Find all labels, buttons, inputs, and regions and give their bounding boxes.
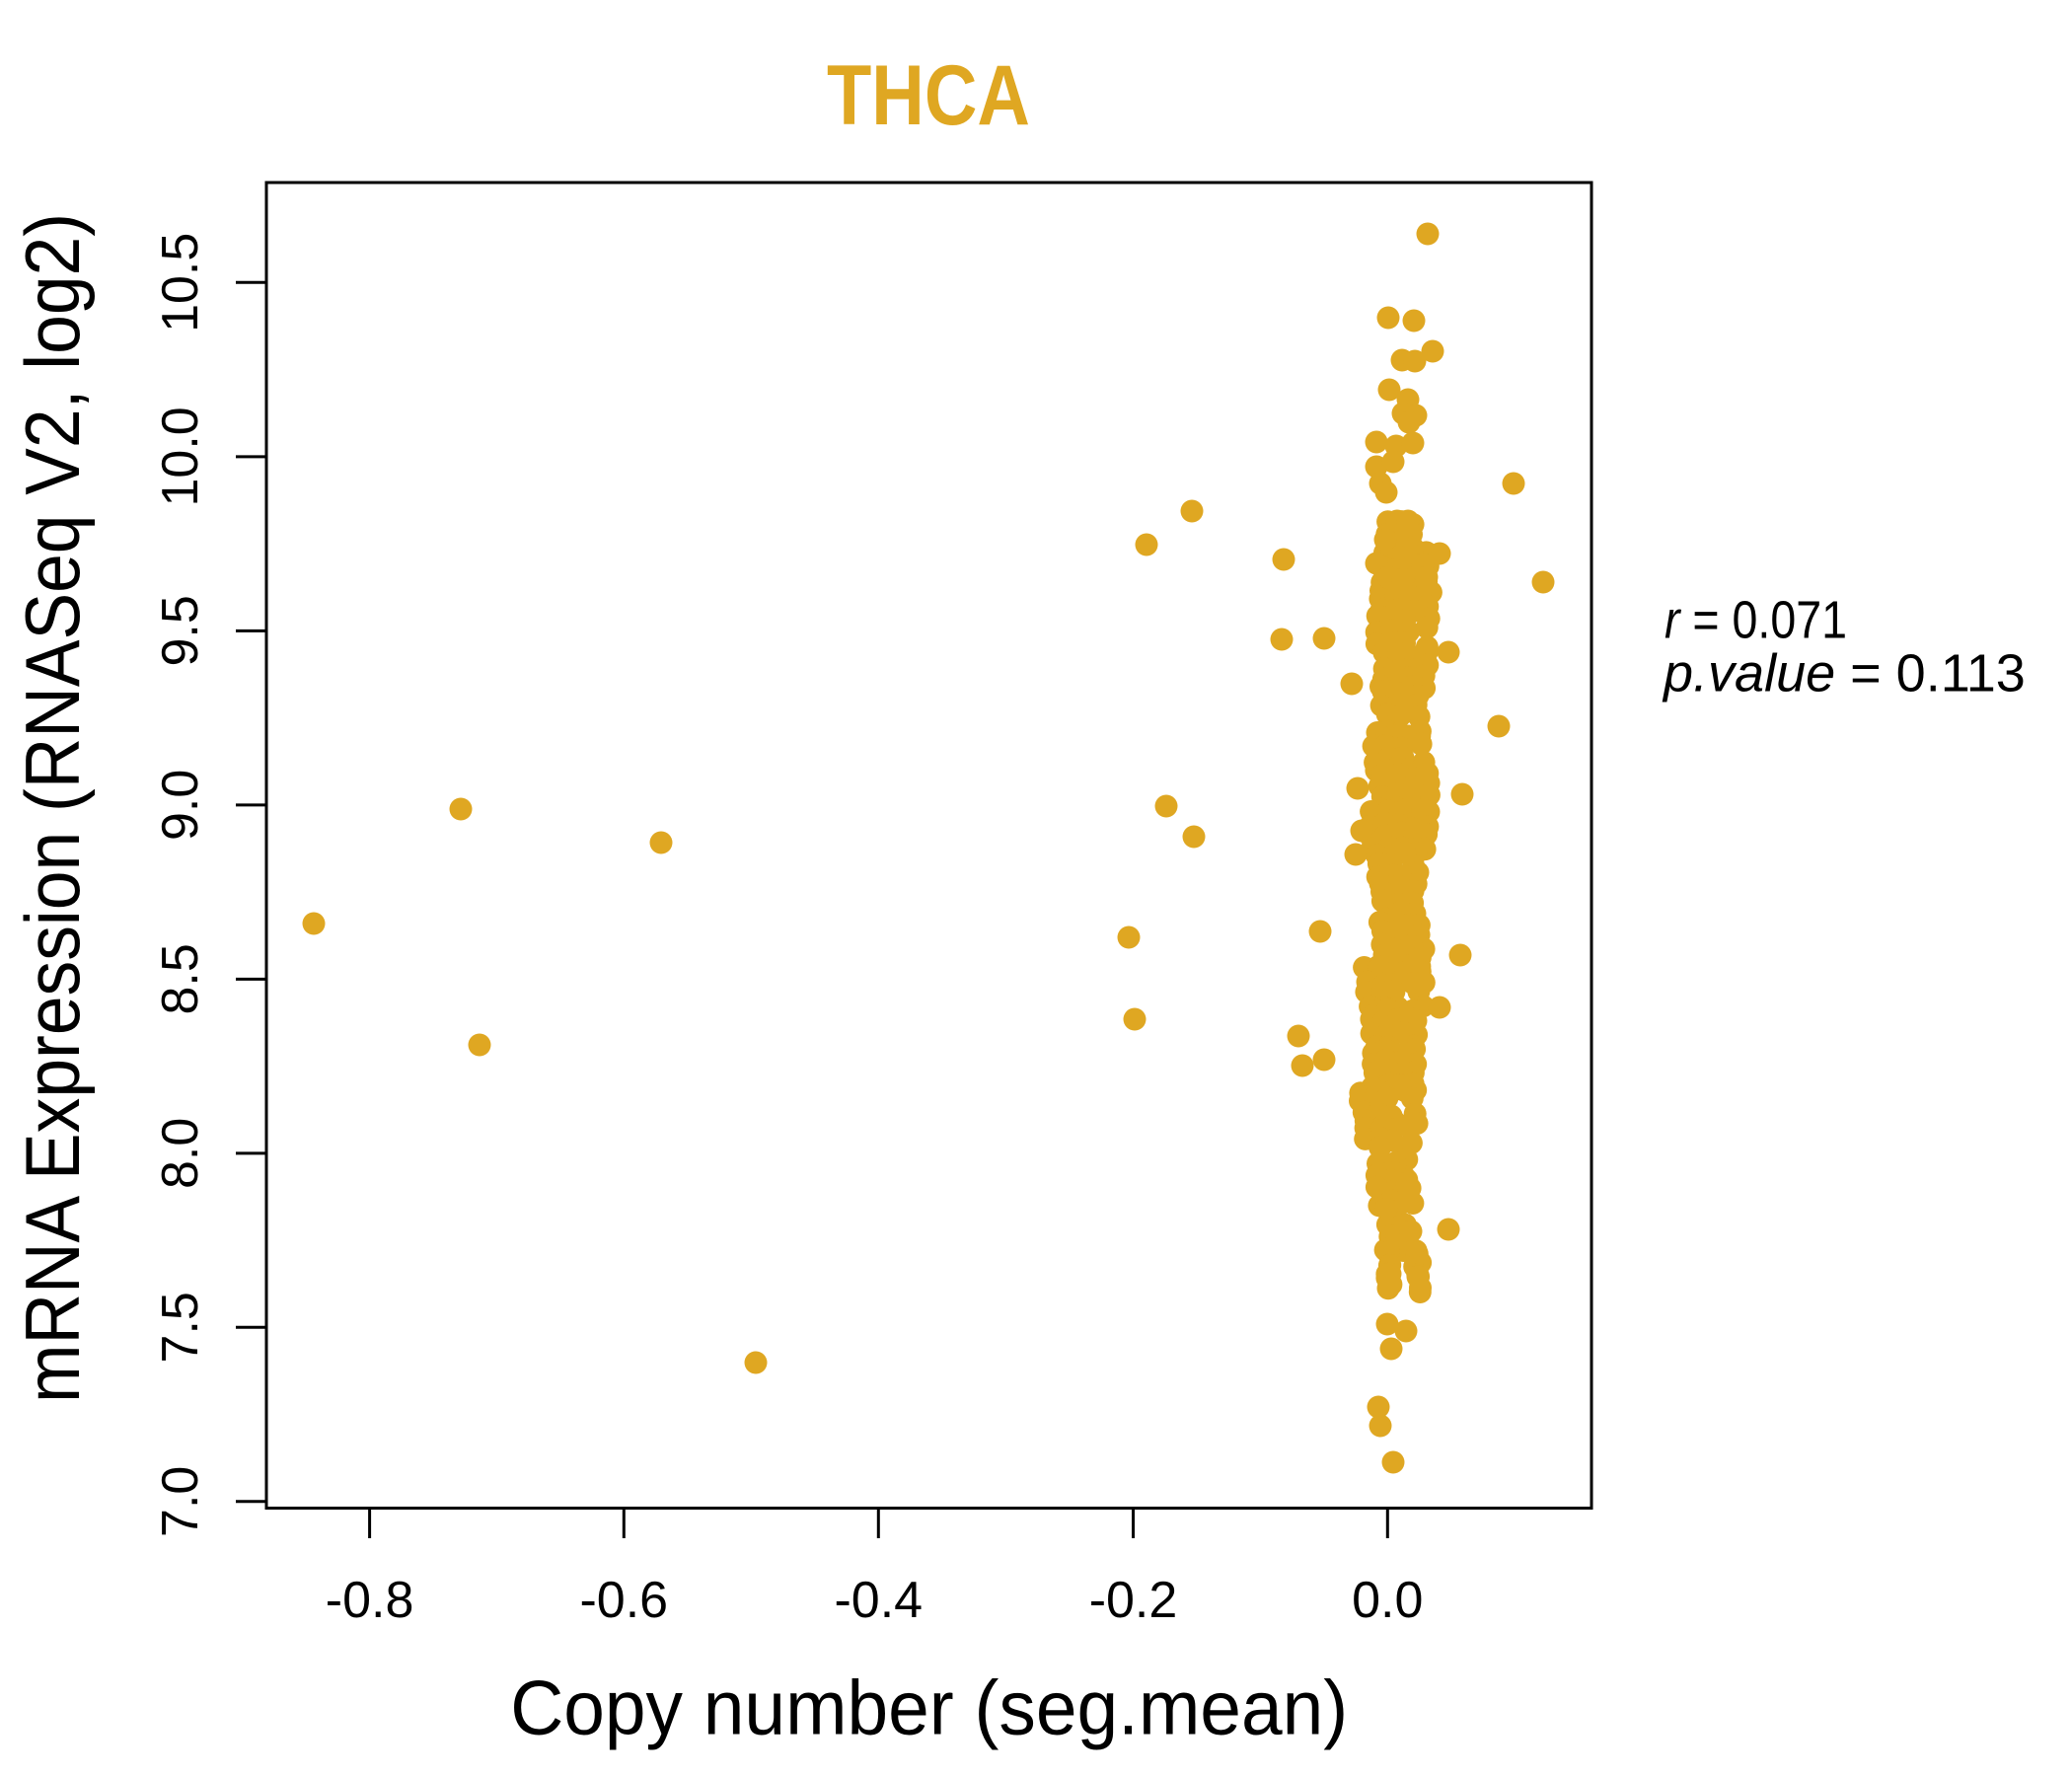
svg-text:10.5: 10.5 bbox=[152, 233, 209, 333]
svg-text:Copy number (seg.mean): Copy number (seg.mean) bbox=[510, 1665, 1348, 1751]
svg-text:9.5: 9.5 bbox=[152, 595, 209, 666]
svg-text:-0.8: -0.8 bbox=[326, 1572, 414, 1629]
svg-text:-0.2: -0.2 bbox=[1089, 1572, 1178, 1629]
svg-text:10.0: 10.0 bbox=[152, 407, 209, 506]
svg-text:THCA: THCA bbox=[827, 48, 1030, 143]
svg-text:p.value = 0.113: p.value = 0.113 bbox=[1662, 644, 2026, 703]
svg-text:mRNA Expression (RNASeq V2, lo: mRNA Expression (RNASeq V2, log2) bbox=[9, 213, 96, 1403]
svg-text:-0.6: -0.6 bbox=[579, 1572, 668, 1629]
svg-text:7.5: 7.5 bbox=[152, 1292, 209, 1363]
svg-text:9.0: 9.0 bbox=[152, 770, 209, 841]
svg-text:8.5: 8.5 bbox=[152, 943, 209, 1014]
svg-text:8.0: 8.0 bbox=[152, 1118, 209, 1189]
svg-text:r = 0.071: r = 0.071 bbox=[1665, 591, 1847, 650]
svg-text:0.0: 0.0 bbox=[1352, 1572, 1423, 1629]
svg-text:7.0: 7.0 bbox=[152, 1466, 209, 1537]
svg-text:-0.4: -0.4 bbox=[834, 1572, 923, 1629]
